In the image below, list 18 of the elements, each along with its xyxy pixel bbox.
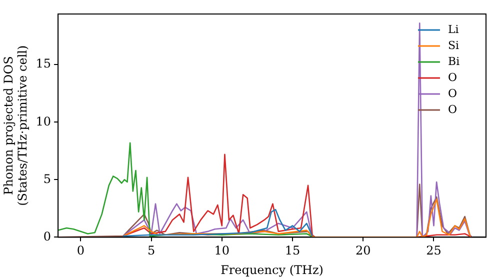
y-tick-label: 10	[36, 114, 52, 128]
legend-label: Li	[448, 22, 460, 36]
legend-label: O	[448, 86, 458, 100]
x-tick-label: 15	[284, 244, 300, 258]
y-tick-label: 15	[36, 56, 52, 71]
x-tick-label: 0	[76, 244, 84, 258]
x-tick-label: 20	[355, 244, 371, 258]
x-tick-label: 25	[426, 244, 442, 258]
y-tick-label: 5	[43, 172, 52, 186]
x-axis-title: Frequency (THz)	[220, 262, 324, 277]
legend-label: O	[448, 70, 458, 84]
x-tick-label: 10	[214, 244, 230, 258]
y-tick-label: 0	[43, 229, 52, 244]
legend-label: Bi	[448, 54, 460, 68]
x-tick-label: 5	[147, 244, 156, 258]
legend-label: O	[448, 102, 458, 116]
legend-label: Si	[448, 38, 460, 52]
y-axis-title: Phonon projected DOS (States/THz·primitive cell)	[1, 45, 30, 206]
